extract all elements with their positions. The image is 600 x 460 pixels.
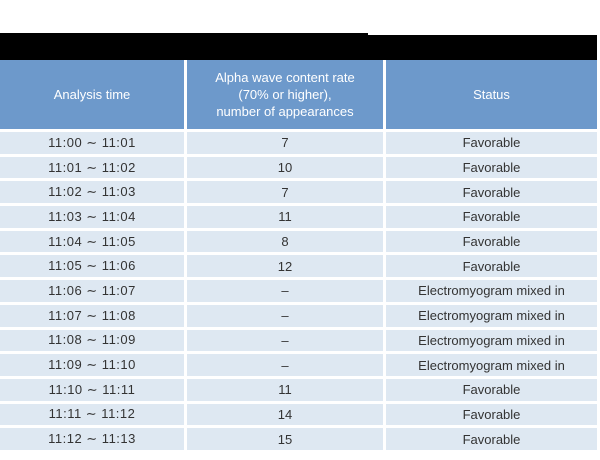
analysis-time-cell: 11:01 ∼ 11:02: [0, 156, 184, 179]
status-cell: Favorable: [386, 403, 597, 426]
status-cell: Favorable: [386, 206, 597, 228]
appearance-count-cell: –: [187, 354, 383, 376]
table-row: 11:00 ∼ 11:01 7 Favorable: [0, 132, 597, 154]
analysis-time-cell: 11:03 ∼ 11:04: [0, 206, 184, 228]
status-cell: Electromyogram mixed in: [386, 329, 597, 352]
appearance-count-cell: 12: [187, 255, 383, 278]
analysis-time-cell: 11:06 ∼ 11:07: [0, 280, 184, 302]
table-row: 11:12 ∼ 11:13 15 Favorable: [0, 428, 597, 450]
analysis-time-cell: 11:00 ∼ 11:01: [0, 132, 184, 154]
analysis-time-cell: 11:09 ∼ 11:10: [0, 354, 184, 376]
status-cell: Electromyogram mixed in: [386, 280, 597, 302]
appearance-count-cell: 15: [187, 428, 383, 450]
appearance-count-cell: –: [187, 329, 383, 352]
table-row: 11:10 ∼ 11:11 11 Favorable: [0, 378, 597, 401]
status-cell: Electromyogram mixed in: [386, 354, 597, 376]
status-cell: Favorable: [386, 428, 597, 450]
analysis-time-cell: 11:10 ∼ 11:11: [0, 378, 184, 401]
appearance-count-cell: 11: [187, 206, 383, 228]
table-body: 11:00 ∼ 11:01 7 Favorable 11:01 ∼ 11:02 …: [0, 132, 597, 450]
status-cell: Favorable: [386, 230, 597, 253]
table-row: 11:09 ∼ 11:10 – Electromyogram mixed in: [0, 354, 597, 376]
table-row: 11:07 ∼ 11:08 – Electromyogram mixed in: [0, 304, 597, 327]
status-cell: Electromyogram mixed in: [386, 304, 597, 327]
analysis-time-cell: 11:04 ∼ 11:05: [0, 230, 184, 253]
analysis-results-table: Analysis time Alpha wave content rate (7…: [0, 60, 597, 450]
appearance-count-cell: 14: [187, 403, 383, 426]
appearance-count-cell: –: [187, 280, 383, 302]
table-row: 11:04 ∼ 11:05 8 Favorable: [0, 230, 597, 253]
table-row: 11:01 ∼ 11:02 10 Favorable: [0, 156, 597, 179]
redacted-title-bar: [0, 33, 597, 60]
analysis-time-cell: 11:11 ∼ 11:12: [0, 403, 184, 426]
table-row: 11:02 ∼ 11:03 7 Favorable: [0, 181, 597, 204]
column-header-alpha-wave-count: Alpha wave content rate (70% or higher),…: [187, 60, 383, 129]
column-header-status: Status: [386, 60, 597, 129]
analysis-time-cell: 11:05 ∼ 11:06: [0, 255, 184, 278]
table-row: 11:06 ∼ 11:07 – Electromyogram mixed in: [0, 280, 597, 302]
status-cell: Favorable: [386, 255, 597, 278]
redaction-bar-step: [368, 33, 597, 35]
appearance-count-cell: 8: [187, 230, 383, 253]
appearance-count-cell: 10: [187, 156, 383, 179]
status-cell: Favorable: [386, 132, 597, 154]
status-cell: Favorable: [386, 181, 597, 204]
appearance-count-cell: 11: [187, 378, 383, 401]
table-row: 11:11 ∼ 11:12 14 Favorable: [0, 403, 597, 426]
appearance-count-cell: 7: [187, 132, 383, 154]
analysis-time-cell: 11:08 ∼ 11:09: [0, 329, 184, 352]
table-header-row: Analysis time Alpha wave content rate (7…: [0, 60, 597, 129]
table-row: 11:08 ∼ 11:09 – Electromyogram mixed in: [0, 329, 597, 352]
appearance-count-cell: –: [187, 304, 383, 327]
status-cell: Favorable: [386, 378, 597, 401]
appearance-count-cell: 7: [187, 181, 383, 204]
analysis-time-cell: 11:02 ∼ 11:03: [0, 181, 184, 204]
table-row: 11:03 ∼ 11:04 11 Favorable: [0, 206, 597, 228]
column-header-analysis-time: Analysis time: [0, 60, 184, 129]
status-cell: Favorable: [386, 156, 597, 179]
analysis-time-cell: 11:07 ∼ 11:08: [0, 304, 184, 327]
analysis-time-cell: 11:12 ∼ 11:13: [0, 428, 184, 450]
table-row: 11:05 ∼ 11:06 12 Favorable: [0, 255, 597, 278]
